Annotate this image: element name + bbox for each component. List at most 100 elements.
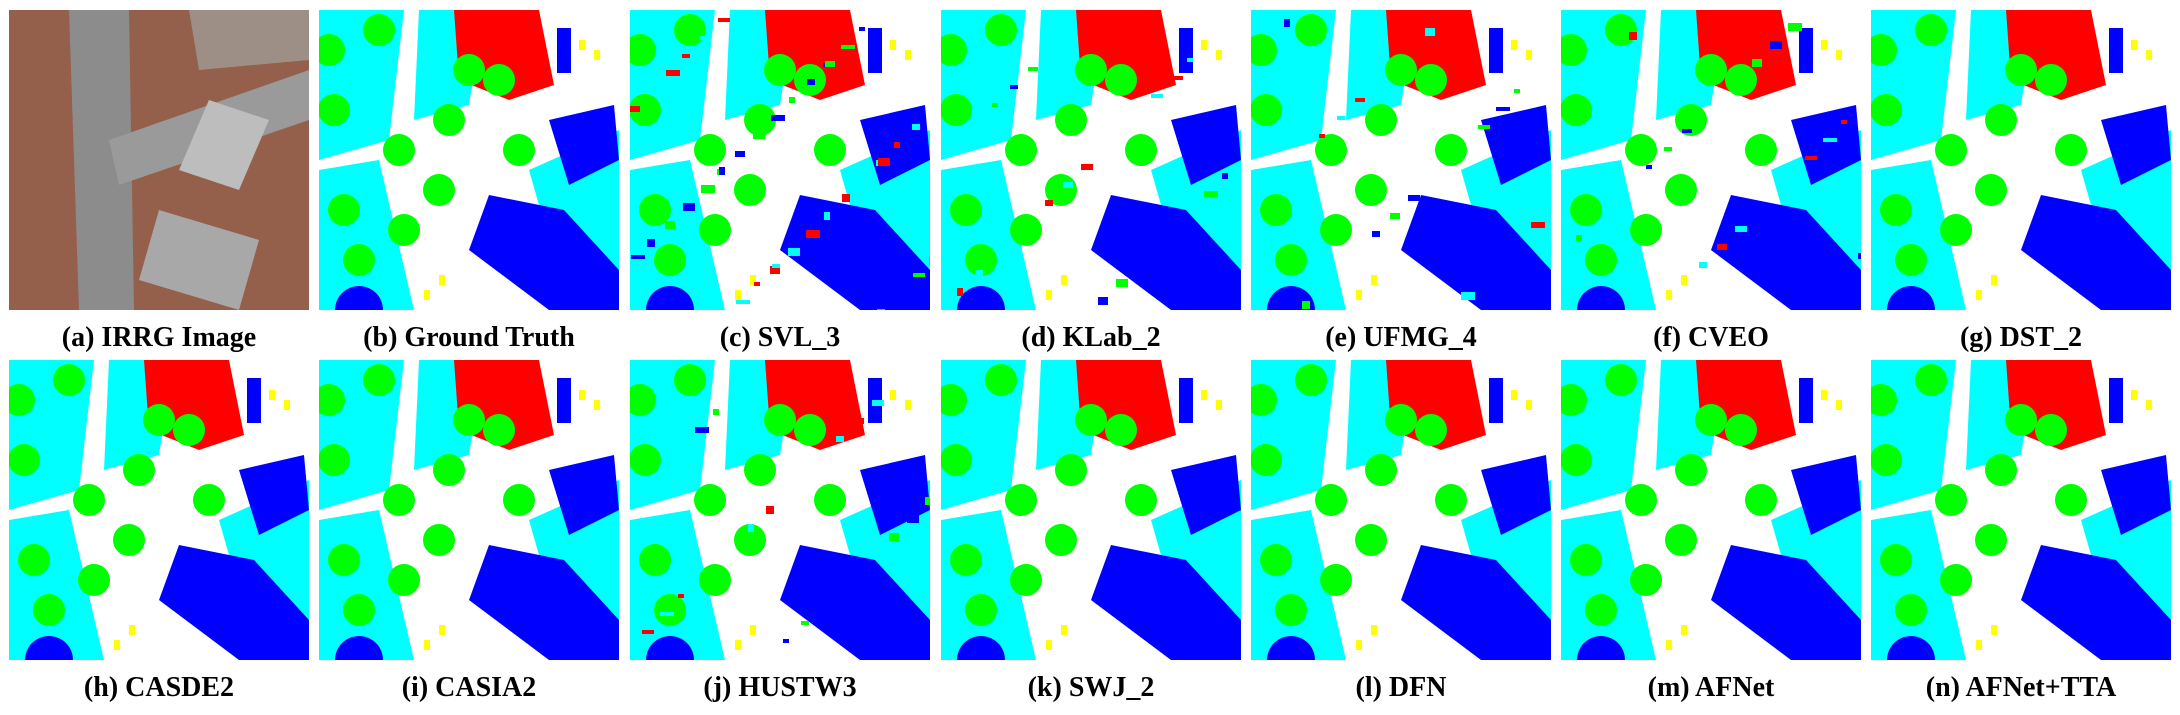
tree [2035, 414, 2067, 446]
tree [1005, 134, 1037, 166]
car [284, 400, 290, 410]
building [1171, 105, 1241, 185]
figure-panel: (h) CASDE2 [9, 360, 309, 715]
tree [814, 134, 846, 166]
panel-caption: (k) SWJ_2 [1027, 672, 1155, 703]
tree [328, 194, 360, 226]
car [579, 40, 585, 50]
noise-speck [748, 524, 754, 532]
car [2146, 50, 2152, 60]
car [905, 50, 911, 60]
building-round [1577, 636, 1625, 660]
car [750, 275, 756, 285]
figure-panel: (d) KLab_2 [941, 10, 1241, 365]
segmentation-map [319, 360, 619, 660]
noise-speck [1355, 98, 1365, 102]
noise-speck [788, 248, 800, 256]
building [1171, 455, 1241, 535]
car [1681, 625, 1687, 635]
tree [1385, 404, 1417, 436]
tree [1385, 54, 1417, 86]
noise-speck [819, 603, 829, 607]
building-small [1179, 378, 1193, 423]
building-round [1887, 286, 1935, 310]
tree [1745, 484, 1777, 516]
tree [1585, 594, 1617, 626]
tree [1105, 414, 1137, 446]
building-round [957, 286, 1005, 310]
tree [1605, 14, 1637, 46]
tree [1315, 134, 1347, 166]
noise-speck [1390, 213, 1400, 219]
noise-speck [660, 612, 674, 616]
noise-speck [1028, 67, 1038, 71]
aerial-photo [9, 10, 309, 310]
building-small [557, 28, 571, 73]
tree [1010, 564, 1042, 596]
noise-speck [889, 533, 899, 541]
car [1526, 50, 1532, 60]
panel-caption: (n) AFNet+TTA [1925, 672, 2117, 703]
tree [453, 404, 485, 436]
tree [744, 454, 776, 486]
car [1356, 290, 1362, 300]
tree [1625, 484, 1657, 516]
tree [433, 104, 465, 136]
noise-speck [642, 630, 654, 634]
noise-speck [631, 255, 645, 259]
noise-speck [1151, 94, 1163, 98]
building-round [1887, 636, 1935, 660]
tree [1871, 34, 1897, 66]
noise-speck [1222, 173, 1228, 179]
tree [319, 94, 350, 126]
car [1511, 40, 1517, 50]
building-round [1267, 636, 1315, 660]
car [890, 390, 896, 400]
noise-speck [1169, 76, 1183, 80]
tree [1880, 194, 1912, 226]
tree [734, 524, 766, 556]
car [439, 275, 445, 285]
building [780, 195, 930, 310]
tree [1260, 544, 1292, 576]
panel-caption: (l) DFN [1355, 672, 1447, 703]
segmentation-map [941, 360, 1241, 660]
noise-speck [913, 273, 925, 277]
figure-panel: (e) UFMG_4 [1251, 10, 1551, 365]
noise-speck [1425, 28, 1435, 36]
tree [1675, 454, 1707, 486]
car [129, 625, 135, 635]
car [2146, 400, 2152, 410]
class-map [941, 360, 1241, 660]
tree [423, 174, 455, 206]
tree [503, 484, 535, 516]
noise-speck [1372, 231, 1380, 237]
car [424, 640, 430, 650]
car [1836, 50, 1842, 60]
tree [1260, 194, 1292, 226]
figure-panel: (n) AFNet+TTA [1871, 360, 2171, 715]
car [1201, 390, 1207, 400]
tree [1561, 384, 1587, 416]
tree [1940, 214, 1972, 246]
building [2101, 455, 2171, 535]
noise-speck [1478, 125, 1490, 129]
building-small [1799, 378, 1813, 423]
tree [630, 34, 656, 66]
panel-caption: (j) HUSTW3 [703, 672, 857, 703]
tree [483, 414, 515, 446]
tree [699, 214, 731, 246]
tree [1320, 564, 1352, 596]
noise-speck [1699, 262, 1707, 268]
building-round [957, 636, 1005, 660]
panel-caption: (h) CASDE2 [83, 672, 235, 703]
construction-site [189, 10, 309, 70]
car [1046, 640, 1052, 650]
tree [1010, 214, 1042, 246]
noise-speck [801, 621, 809, 625]
noise-speck [1443, 10, 1455, 18]
tree [1075, 404, 1107, 436]
tree [143, 404, 175, 436]
segmentation-map [630, 10, 930, 310]
tree [1871, 94, 1902, 126]
